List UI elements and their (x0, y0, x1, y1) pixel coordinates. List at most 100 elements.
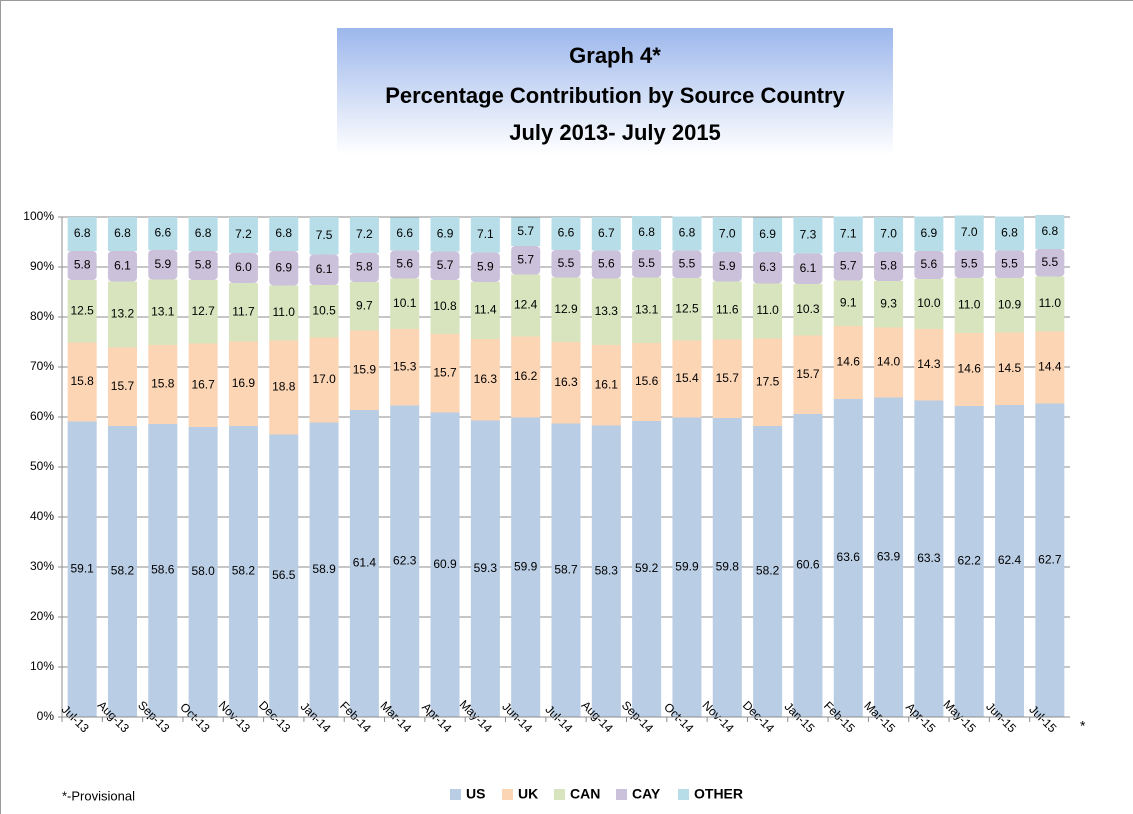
bar-segment (833, 252, 863, 281)
bar-segment (309, 285, 339, 338)
y-tick-label: 80% (30, 309, 54, 323)
bar-segment (1035, 331, 1065, 404)
data-label: 16.2 (514, 369, 538, 383)
bar-segment (390, 329, 420, 406)
data-label: 16.3 (474, 372, 498, 386)
data-label: 7.1 (477, 227, 494, 241)
legend-label: OTHER (694, 786, 743, 802)
bar-segment (793, 335, 823, 414)
data-label: 5.9 (719, 259, 736, 273)
y-tick-label: 40% (30, 509, 54, 523)
bar-segment (712, 217, 742, 252)
bar-segment (995, 332, 1025, 405)
bar-segment (591, 250, 621, 279)
legend-label: CAN (570, 786, 600, 802)
data-label: 6.1 (114, 258, 131, 272)
bar-segment (511, 246, 541, 275)
bar-segment (309, 254, 339, 285)
bar-segment (309, 337, 339, 423)
data-label: 7.0 (880, 227, 897, 241)
data-label: 14.4 (1038, 360, 1062, 374)
data-label: 11.0 (756, 303, 779, 317)
data-label: 59.2 (635, 561, 659, 575)
bar-segment (793, 414, 823, 717)
data-label: 18.8 (272, 380, 296, 394)
data-label: 6.8 (1041, 224, 1058, 238)
bar-segment (833, 326, 863, 399)
bar-segment (914, 216, 944, 251)
y-tick-label: 70% (30, 359, 54, 373)
data-label: 6.3 (759, 260, 776, 274)
bar-segment (309, 217, 339, 255)
bar-segment (269, 340, 299, 435)
data-label: 6.8 (638, 225, 655, 239)
data-label: 14.3 (917, 357, 941, 371)
bar-segment (67, 251, 97, 280)
y-tick-label: 10% (30, 659, 54, 673)
bar-segment (1035, 215, 1065, 249)
data-label: 6.9 (437, 226, 454, 240)
data-label: 6.1 (316, 262, 333, 276)
bar-segment (591, 278, 621, 345)
data-label: 6.8 (275, 226, 292, 240)
data-label: 6.8 (74, 226, 91, 240)
data-label: 7.2 (356, 227, 373, 241)
data-label: 11.0 (958, 298, 981, 312)
bar-segment (107, 251, 137, 282)
bar-segment (67, 217, 97, 251)
data-label: 5.8 (74, 258, 91, 272)
bar-segment (833, 216, 863, 252)
data-label: 5.8 (356, 260, 373, 274)
data-label: 5.6 (921, 257, 938, 271)
bar-segment (551, 277, 581, 342)
data-label: 61.4 (353, 556, 377, 570)
bar-segment (309, 422, 339, 717)
data-label: 7.5 (316, 228, 333, 242)
data-label: 13.2 (111, 307, 135, 321)
bar-segment (511, 217, 541, 246)
y-tick-label: 20% (30, 609, 54, 623)
bar-segment (914, 279, 944, 329)
data-label: 58.3 (595, 563, 619, 577)
bar-segment (430, 334, 460, 413)
bar-segment (874, 327, 904, 398)
data-label: 12.7 (191, 304, 215, 318)
bar-segment (995, 216, 1025, 251)
bar-segment (833, 399, 863, 717)
bar-segment (228, 217, 258, 253)
bar-segment (390, 217, 420, 251)
data-label: 59.8 (716, 560, 740, 574)
data-label: 5.5 (558, 256, 575, 270)
data-label: 5.9 (154, 257, 171, 271)
legend-label: UK (518, 786, 538, 802)
bar-segment (349, 410, 379, 717)
data-label: 6.8 (114, 226, 131, 240)
bar-segment (228, 426, 258, 717)
bar-segment (228, 341, 258, 426)
y-tick-label: 0% (37, 709, 55, 723)
bar-segment (107, 347, 137, 426)
bar-segment (753, 283, 783, 339)
data-label: 63.9 (877, 549, 901, 563)
legend-swatch (450, 789, 461, 800)
bar-segment (874, 281, 904, 328)
data-label: 5.7 (840, 258, 857, 272)
bar-segment (914, 400, 944, 717)
bar-segment (712, 252, 742, 282)
bar-segment (390, 405, 420, 717)
bar-segment (672, 250, 702, 278)
bar-segment (148, 279, 178, 345)
data-label: 15.7 (433, 365, 457, 379)
data-label: 16.9 (232, 376, 256, 390)
bar-segment (148, 217, 178, 250)
chart-title: Graph 4* (569, 43, 661, 68)
data-label: 10.9 (998, 297, 1022, 311)
bar-segment (753, 426, 783, 717)
bar-segment (430, 412, 460, 717)
data-label: 9.3 (880, 296, 897, 310)
data-label: 6.6 (558, 226, 575, 240)
bar-segment (430, 251, 460, 280)
axis-note: * (1080, 718, 1086, 734)
